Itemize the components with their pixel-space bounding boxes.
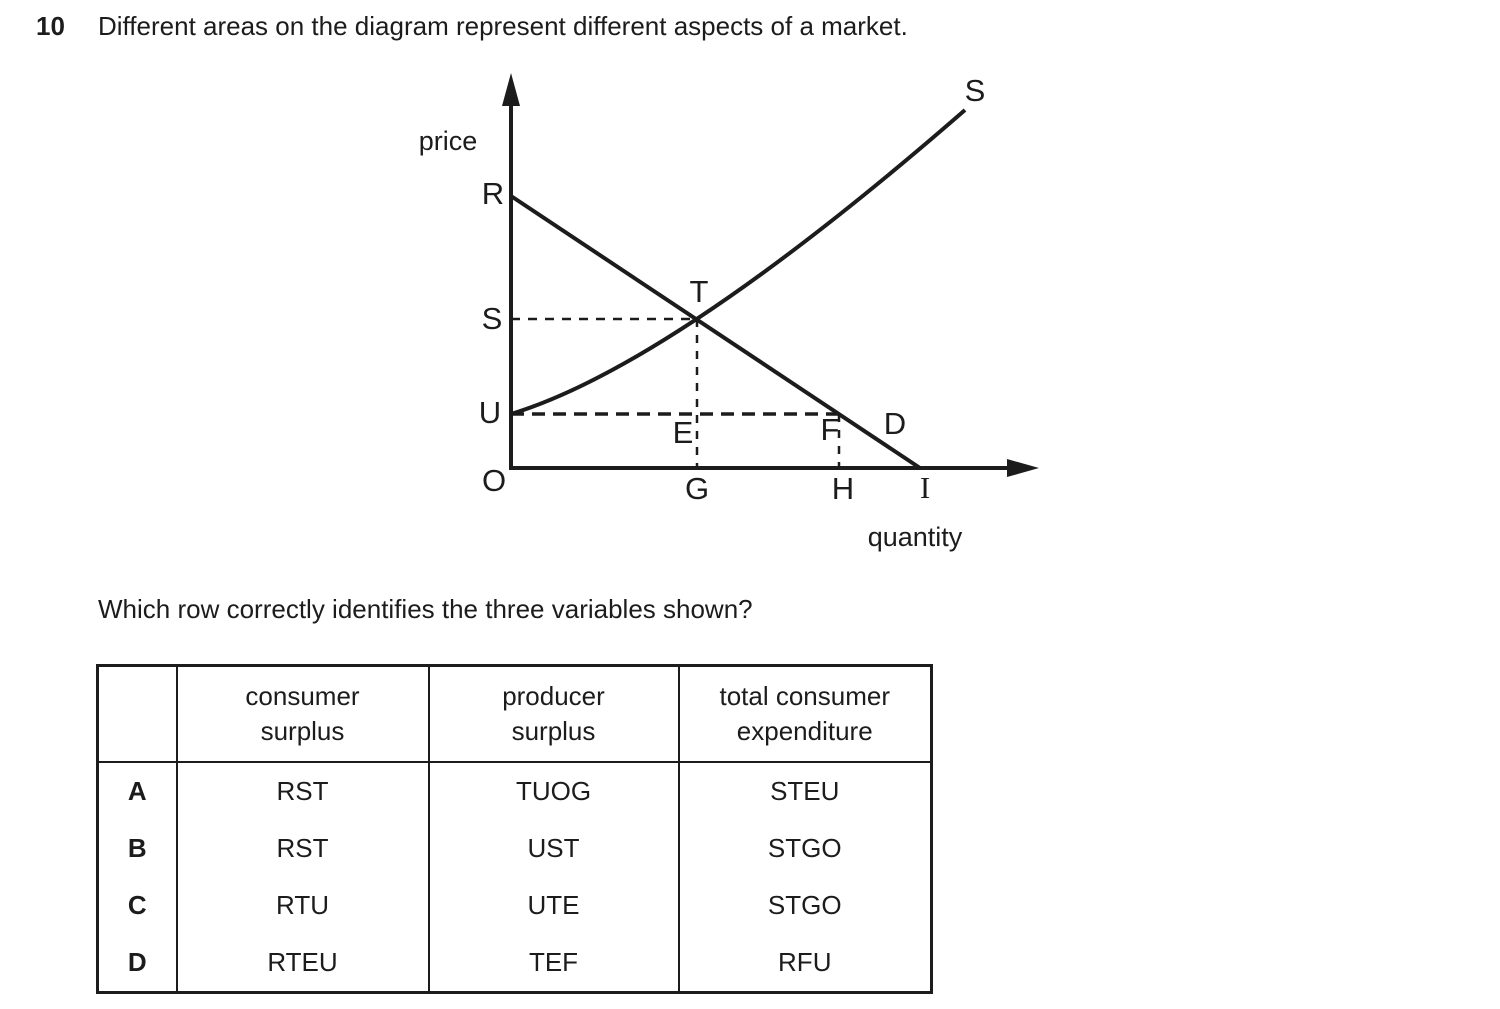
table-row-a: A RST TUOG STEU — [96, 762, 933, 820]
cell-a-consumer-surplus: RST — [175, 762, 430, 820]
cell-c-consumer-surplus: RTU — [175, 877, 430, 934]
x-axis-arrowhead-icon — [1007, 459, 1039, 477]
option-letter-d: D — [96, 934, 178, 993]
table-row-d: D RTEU TEF RFU — [96, 934, 933, 993]
option-letter-c: C — [96, 877, 178, 934]
header-line: producer — [502, 680, 605, 711]
cell-c-total-consumer-expenditure: STGO — [677, 877, 933, 934]
header-line: consumer — [245, 680, 360, 711]
cell-b-producer-surplus: UST — [427, 820, 680, 877]
supply-demand-chart: price quantity R S U O T E F D S G H I — [419, 73, 1039, 552]
prompt-text: Which row correctly identifies the three… — [98, 594, 753, 624]
demand-curve-label: D — [884, 406, 906, 441]
question-text: Different areas on the diagram represent… — [98, 11, 908, 41]
cell-a-total-consumer-expenditure: STEU — [677, 762, 933, 820]
cell-d-total-consumer-expenditure: RFU — [677, 934, 933, 993]
header-line: surplus — [511, 716, 596, 746]
header-total-consumer-expenditure: total consumer expenditure — [677, 665, 933, 763]
point-label-g: G — [685, 471, 709, 506]
option-letter-b: B — [96, 820, 178, 877]
supply-curve — [510, 108, 967, 416]
header-line: expenditure — [736, 716, 873, 746]
table-header-row: consumer surplus producer surplus total … — [96, 665, 933, 763]
point-label-h: H — [832, 471, 854, 506]
quantity-axis-label: quantity — [868, 522, 963, 552]
point-label-f: F — [821, 412, 840, 447]
option-letter-a: A — [96, 762, 178, 820]
table-row-b: B RST UST STGO — [96, 820, 933, 877]
answers-table: consumer surplus producer surplus total … — [96, 664, 933, 994]
header-consumer-surplus: consumer surplus — [175, 665, 430, 763]
point-label-e: E — [673, 415, 694, 450]
header-blank — [96, 665, 178, 763]
point-label-u: U — [479, 395, 501, 430]
market-diagram: price quantity R S U O T E F D S G H I — [400, 60, 1060, 560]
point-label-i: I — [920, 470, 930, 505]
table-row-c: C RTU UTE STGO — [96, 877, 933, 934]
price-axis-label: price — [419, 126, 478, 156]
header-line: surplus — [260, 716, 345, 746]
header-producer-surplus: producer surplus — [427, 665, 680, 763]
origin-label: O — [482, 463, 506, 498]
point-label-r: R — [482, 176, 504, 211]
cell-b-total-consumer-expenditure: STGO — [677, 820, 933, 877]
cell-d-consumer-surplus: RTEU — [175, 934, 430, 993]
cell-c-producer-surplus: UTE — [427, 877, 680, 934]
y-axis-arrowhead-icon — [502, 73, 520, 106]
header-line: total consumer — [719, 680, 891, 711]
cell-a-producer-surplus: TUOG — [427, 762, 680, 820]
cell-d-producer-surplus: TEF — [427, 934, 680, 993]
supply-curve-label: S — [965, 73, 986, 108]
demand-curve — [509, 194, 922, 470]
point-label-s-price: S — [482, 301, 503, 336]
point-label-t: T — [690, 274, 709, 309]
cell-b-consumer-surplus: RST — [175, 820, 430, 877]
question-number: 10 — [36, 11, 65, 41]
